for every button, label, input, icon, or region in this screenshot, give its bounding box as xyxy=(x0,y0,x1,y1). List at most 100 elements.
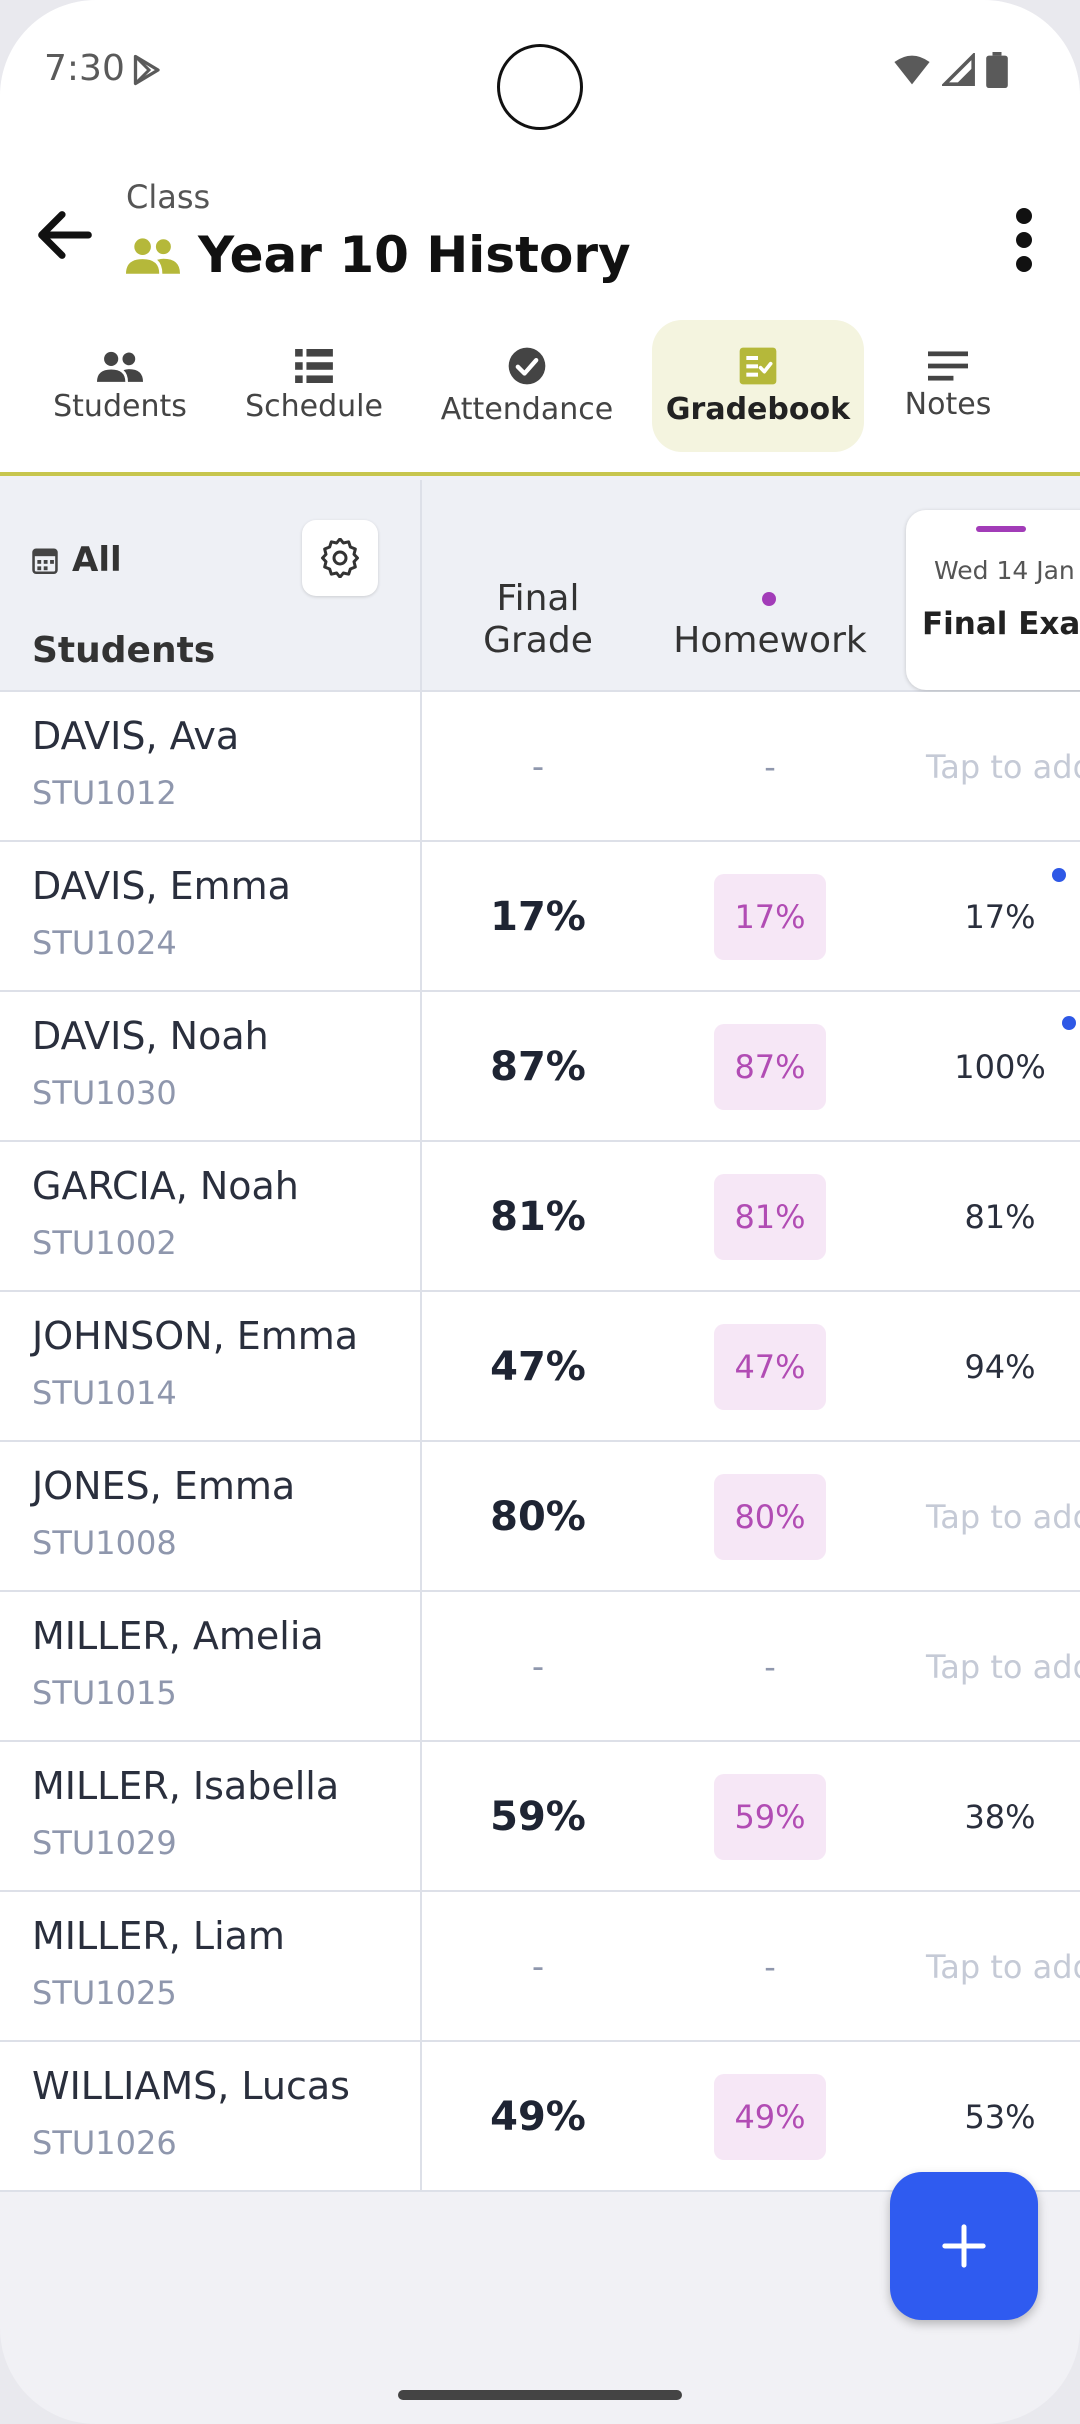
table-row[interactable]: MILLER, Liam STU1025 - - Tap to add xyxy=(0,1892,1080,2042)
student-name: JOHNSON, Emma xyxy=(32,1314,359,1358)
table-row[interactable]: GARCIA, Noah STU1002 81% 81% 81% xyxy=(0,1142,1080,1292)
student-name: DAVIS, Noah xyxy=(32,1014,269,1058)
list-icon xyxy=(295,348,333,383)
student-name: WILLIAMS, Lucas xyxy=(32,2064,350,2108)
column-divider xyxy=(420,1742,422,1890)
column-divider xyxy=(420,1142,422,1290)
student-name: GARCIA, Noah xyxy=(32,1164,299,1208)
column-divider xyxy=(420,1442,422,1590)
gear-icon xyxy=(321,538,359,578)
final-exam-grade-cell[interactable]: Tap to add xyxy=(926,1948,1080,1986)
tab-notes[interactable]: Notes xyxy=(868,320,1028,452)
student-id: STU1025 xyxy=(32,1974,177,2012)
page-title: Year 10 History xyxy=(198,226,631,284)
status-bar: 7:30 xyxy=(0,0,1080,150)
homework-grade-cell[interactable]: 80% xyxy=(714,1474,826,1560)
change-indicator-dot xyxy=(1062,1016,1076,1030)
final-exam-grade-cell[interactable]: 94% xyxy=(964,1348,1036,1386)
header-context: Class xyxy=(126,178,211,216)
column-divider xyxy=(420,692,422,840)
filter-dropdown[interactable]: All xyxy=(32,540,122,580)
final-exam-grade-cell[interactable]: 38% xyxy=(964,1798,1036,1836)
tab-label: Attendance xyxy=(440,391,614,427)
homework-grade-cell[interactable]: 81% xyxy=(714,1174,826,1260)
final-exam-column-header[interactable]: Wed 14 Jan Final Exam xyxy=(906,510,1080,690)
student-id: STU1029 xyxy=(32,1824,177,1862)
tab-schedule[interactable]: Schedule xyxy=(234,320,394,452)
column-divider xyxy=(420,1592,422,1740)
homework-grade-cell[interactable]: 49% xyxy=(714,2074,826,2160)
add-button[interactable] xyxy=(890,2172,1038,2320)
final-exam-grade-cell[interactable]: Tap to add xyxy=(926,748,1080,786)
exam-category-bar xyxy=(976,526,1026,532)
status-time: 7:30 xyxy=(44,48,125,89)
tab-label: Notes xyxy=(904,386,992,422)
students-column-header: Students xyxy=(32,630,216,671)
more-options-icon[interactable] xyxy=(992,200,1056,280)
wifi-icon xyxy=(894,55,930,85)
homework-grade-cell[interactable]: - xyxy=(764,1648,776,1686)
final-grade-cell: - xyxy=(531,1947,545,1987)
student-id: STU1002 xyxy=(32,1224,177,1262)
column-divider xyxy=(420,480,422,690)
camera-cutout xyxy=(497,44,583,130)
final-exam-grade-cell[interactable]: Tap to add xyxy=(926,1498,1080,1536)
check-circle-icon xyxy=(508,347,546,384)
homework-grade-cell[interactable]: 47% xyxy=(714,1324,826,1410)
homework-grade-cell[interactable]: 87% xyxy=(714,1024,826,1110)
table-row[interactable]: MILLER, Isabella STU1029 59% 59% 38% xyxy=(0,1742,1080,1892)
table-row[interactable]: DAVIS, Ava STU1012 - - Tap to add xyxy=(0,692,1080,842)
tab-gradebook[interactable]: Gradebook xyxy=(652,320,864,452)
final-grade-cell: 87% xyxy=(490,1044,586,1090)
tab-students[interactable]: Students xyxy=(40,320,200,452)
homework-grade-cell[interactable]: - xyxy=(764,748,776,786)
table-row[interactable]: MILLER, Amelia STU1015 - - Tap to add xyxy=(0,1592,1080,1742)
student-id: STU1015 xyxy=(32,1674,177,1712)
settings-button[interactable] xyxy=(302,520,378,596)
final-grade-column-header: Final Grade xyxy=(430,578,646,662)
final-exam-grade-cell[interactable]: 53% xyxy=(964,2098,1036,2136)
notes-icon xyxy=(928,350,968,381)
tab-label: Students xyxy=(53,388,187,424)
app-header: Class Year 10 History xyxy=(0,150,1080,320)
final-exam-grade-cell[interactable]: 17% xyxy=(964,898,1036,936)
table-row[interactable]: DAVIS, Noah STU1030 87% 87% 100% xyxy=(0,992,1080,1142)
battery-icon xyxy=(986,52,1008,88)
table-row[interactable]: DAVIS, Emma STU1024 17% 17% 17% xyxy=(0,842,1080,992)
people-icon xyxy=(97,351,143,382)
final-exam-grade-cell[interactable]: Tap to add xyxy=(926,1648,1080,1686)
tab-label: Gradebook xyxy=(665,391,851,427)
final-grade-cell: 80% xyxy=(490,1494,586,1540)
final-grade-cell: 47% xyxy=(490,1344,586,1390)
final-grade-cell: - xyxy=(531,1647,545,1687)
final-grade-cell: - xyxy=(531,747,545,787)
calendar-icon xyxy=(32,548,58,574)
final-exam-grade-cell[interactable]: 81% xyxy=(964,1198,1036,1236)
class-group-icon xyxy=(126,238,180,274)
homework-grade-cell[interactable]: 17% xyxy=(714,874,826,960)
table-row[interactable]: JOHNSON, Emma STU1014 47% 47% 94% xyxy=(0,1292,1080,1442)
tab-attendance[interactable]: Attendance xyxy=(434,320,620,452)
tab-label: Schedule xyxy=(245,388,383,424)
homework-grade-cell[interactable]: - xyxy=(764,1948,776,1986)
table-row[interactable]: WILLIAMS, Lucas STU1026 49% 49% 53% xyxy=(0,2042,1080,2192)
final-grade-cell: 17% xyxy=(490,894,586,940)
homework-column-header[interactable]: Homework xyxy=(673,620,867,661)
back-arrow-icon[interactable] xyxy=(30,200,100,270)
table-body: DAVIS, Ava STU1012 - - Tap to add DAVIS, Emma… xyxy=(0,692,1080,2192)
signal-icon xyxy=(942,53,975,86)
student-name: MILLER, Liam xyxy=(32,1914,285,1958)
homework-grade-cell[interactable]: 59% xyxy=(714,1774,826,1860)
column-divider xyxy=(420,1292,422,1440)
student-id: STU1008 xyxy=(32,1524,177,1562)
student-id: STU1012 xyxy=(32,774,177,812)
final-grade-cell: 59% xyxy=(490,1794,586,1840)
filter-label: All xyxy=(72,540,122,580)
table-row[interactable]: JONES, Emma STU1008 80% 80% Tap to add xyxy=(0,1442,1080,1592)
change-indicator-dot xyxy=(1052,868,1066,882)
final-exam-grade-cell[interactable]: 100% xyxy=(954,1048,1046,1086)
exam-name: Final Exam xyxy=(922,606,1080,642)
tab-bar: Students Schedule Attendance xyxy=(0,320,1080,476)
student-name: JONES, Emma xyxy=(32,1464,296,1508)
